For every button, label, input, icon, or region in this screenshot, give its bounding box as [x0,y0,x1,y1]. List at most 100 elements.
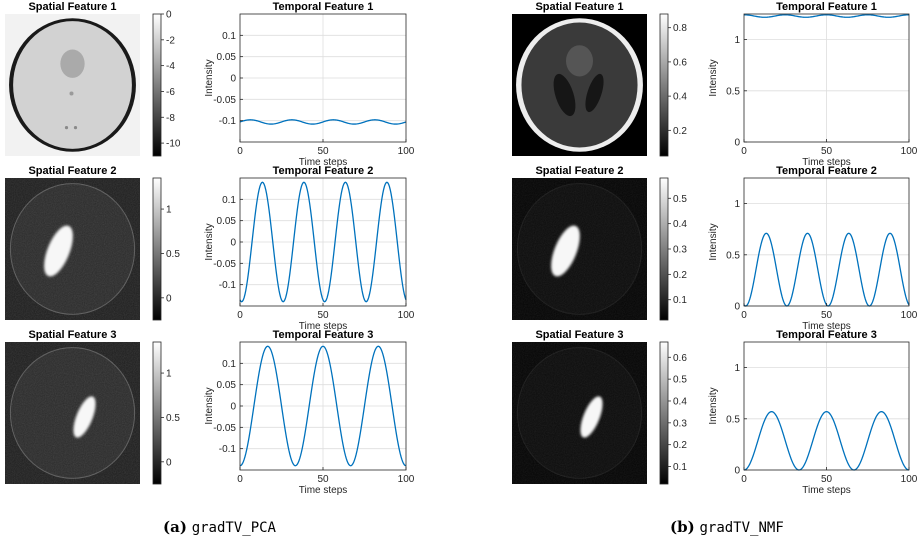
colorbar-tick-label: -10 [166,139,181,150]
x-axis-label: Time steps [299,485,348,496]
x-axis-label: Time steps [802,321,851,332]
phantom-spot [64,126,69,130]
colorbar-tick-label: 1 [166,205,172,216]
spatial-title: Spatial Feature 3 [535,329,623,341]
colorbar-tick-label: 0.5 [166,413,180,424]
series-line [239,345,407,467]
y-tick-label: 0.05 [217,216,237,227]
y-tick-label: 0 [734,302,740,313]
y-tick-label: 0.5 [726,86,740,97]
y-axis-label: Intensity [204,223,215,260]
panel-b: Spatial Feature 1 0.8 0.6 0.4 0.2 Spatial Fea… [512,1,918,496]
colorbar-tick-label: -6 [166,87,175,98]
x-tick-label: 0 [741,146,747,157]
y-axis-label: Intensity [204,387,215,424]
series-line [743,410,910,471]
colorbar-tick-label: 0.2 [673,126,687,137]
x-tick-label: 0 [741,310,747,321]
temporal-plot: 0 50 100 1 0.5 0 Temporal Feature 3 Time steps I… [708,329,918,496]
colorbar-tick-label: 0 [166,457,172,468]
temporal-plot: 0 50 100 0.1 0.05 0 -0.05 -0.1 Temporal Feature … [204,329,415,496]
y-tick-label: -0.05 [213,423,236,434]
colorbar-gradient [152,341,162,485]
series-line [743,14,910,18]
plot-title: Temporal Feature 2 [776,165,877,177]
spatial-image [5,14,140,156]
phantom-dot [566,45,593,77]
y-tick-label: -0.1 [219,280,237,291]
colorbar-gradient [152,13,162,157]
series-line [239,181,407,303]
colorbar-tick-label: 0.6 [673,57,687,68]
x-tick-label: 100 [398,146,415,157]
colorbar-tick-label: 0.4 [673,92,687,103]
colorbar-tick-label: 0.2 [673,440,687,451]
x-tick-label: 0 [237,146,243,157]
plot-title: Temporal Feature 1 [273,1,374,13]
y-axis-label: Intensity [708,223,719,260]
y-tick-label: 1 [734,199,740,210]
x-tick-label: 50 [821,474,833,485]
caption-a: (a) gradTV_PCA [163,518,276,536]
y-axis-label: Intensity [708,59,719,96]
phantom-left-lobe [553,73,576,117]
spatial-image [512,178,647,320]
colorbar-gradient [659,177,669,321]
colorbar-tick-label: 0.6 [673,353,687,364]
x-tick-label: 50 [821,146,833,157]
colorbar-tick-label: 0.5 [166,249,180,260]
spatial-image [512,342,647,484]
x-tick-label: 100 [398,310,415,321]
colorbar-gradient [152,177,162,321]
y-axis-label: Intensity [204,59,215,96]
caption-b: (b) gradTV_NMF [670,518,784,536]
y-tick-label: 0.1 [222,31,236,42]
x-tick-label: 0 [237,310,243,321]
temporal-plot: 0 50 100 0.1 0.05 0 -0.05 -0.1 Temporal Feature … [204,165,415,332]
y-axis-label: Intensity [708,387,719,424]
spatial-title: Spatial Feature 1 [535,1,623,13]
colorbar-tick-label: 0.4 [673,219,687,230]
y-tick-label: 0 [734,138,740,149]
y-tick-label: 0.05 [217,380,237,391]
y-tick-label: -0.05 [213,259,236,270]
y-tick-label: 0 [230,74,236,85]
colorbar-tick-label: 0.3 [673,418,687,429]
x-tick-label: 100 [398,474,415,485]
x-tick-label: 0 [237,474,243,485]
y-tick-label: 0 [734,466,740,477]
colorbar: 10.50 [152,341,180,485]
colorbar: 0.6 0.5 0.4 0.3 0.2 0.1 [659,341,687,485]
x-tick-label: 100 [901,146,918,157]
phantom-body [521,22,638,148]
colorbar-gradient [659,341,669,485]
temporal-plot: 0 50 100 1 0.5 0 Temporal Feature 2 Time steps I… [708,165,918,332]
image-noise [5,342,140,484]
colorbar-tick-label: 0.1 [673,462,687,473]
plot-title: Temporal Feature 3 [273,329,374,341]
x-tick-label: 50 [317,474,329,485]
temporal-plot: 0 50 100 1 0.5 0 Temporal Feature 1 Time steps I… [708,1,918,168]
y-tick-label: -0.1 [219,116,237,127]
y-tick-label: 0.5 [726,250,740,261]
phantom-dot [60,49,85,78]
x-tick-label: 50 [317,310,329,321]
x-tick-label: 50 [821,310,833,321]
y-tick-label: 1 [734,363,740,374]
colorbar: 0.8 0.6 0.4 0.2 [659,13,687,157]
phantom-body [13,21,132,149]
y-tick-label: 0 [230,402,236,413]
colorbar-tick-label: 0 [166,10,172,21]
spatial-image [5,178,140,320]
phantom-spot [73,126,78,130]
x-tick-label: 100 [901,310,918,321]
colorbar: 0.5 0.4 0.3 0.2 0.1 [659,177,687,321]
y-tick-label: 1 [734,35,740,46]
colorbar-tick-label: 0.5 [673,194,687,205]
colorbar-tick-label: -4 [166,61,175,72]
spatial-title: Spatial Feature 3 [28,329,116,341]
y-tick-label: 0.1 [222,195,236,206]
colorbar: 10.50 [152,177,180,321]
colorbar-tick-label: 0.3 [673,245,687,256]
